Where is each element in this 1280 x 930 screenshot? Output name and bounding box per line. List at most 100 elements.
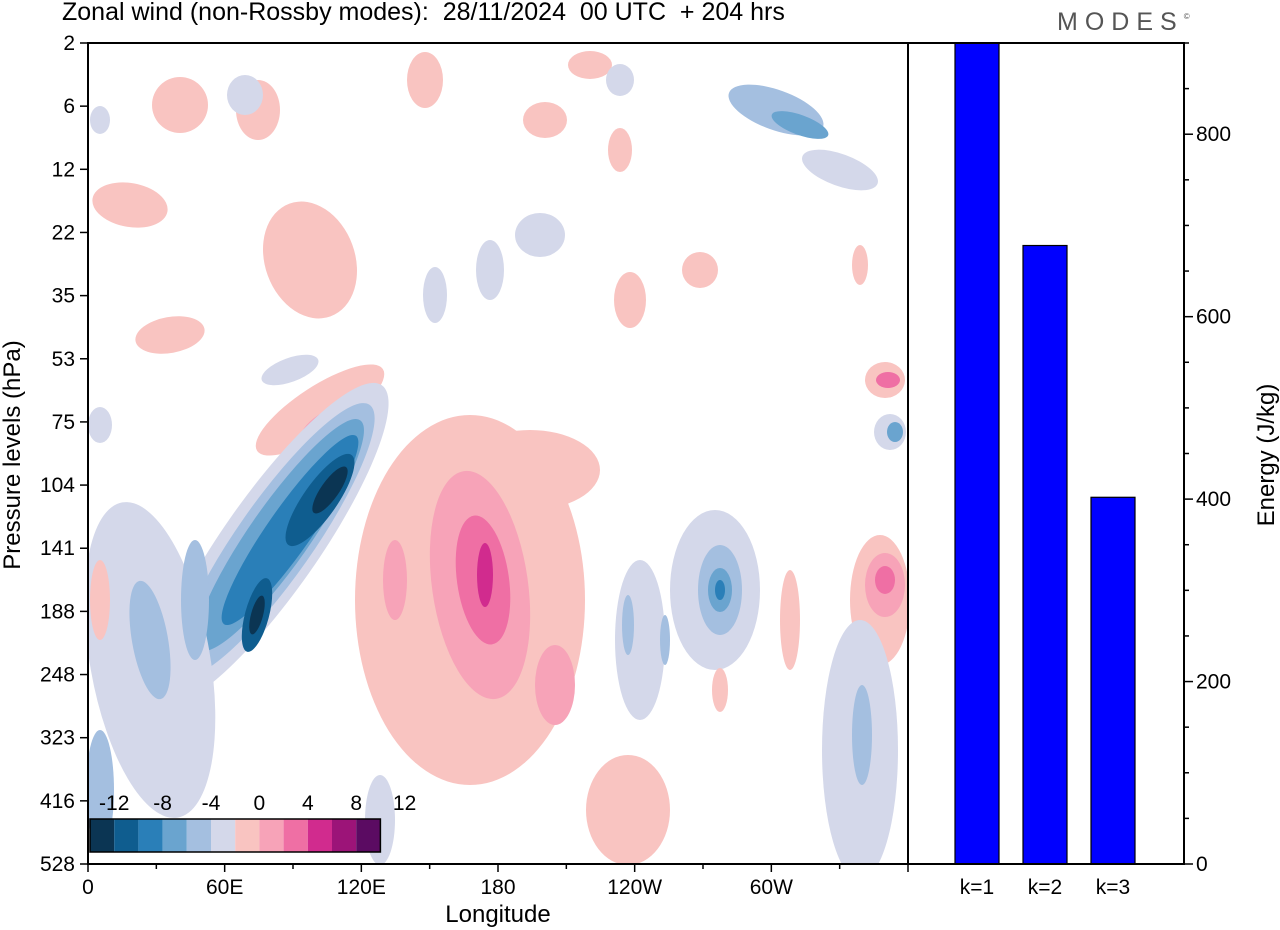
y-tick-label: 6: [63, 95, 75, 118]
colorbar-label: -8: [153, 792, 172, 815]
colorbar-swatch: [307, 819, 332, 852]
contour-patch: [181, 540, 209, 660]
energy-bars: [954, 42, 1136, 865]
contour-patch: [682, 252, 718, 288]
contour-patch: [586, 755, 670, 864]
colorbar-swatch: [283, 819, 308, 852]
contour-patch: [876, 372, 900, 388]
contour-patch: [249, 595, 265, 635]
energy-tick-label: 200: [1196, 671, 1231, 694]
colorbar-border: [89, 818, 382, 853]
contour-patch: [608, 128, 632, 172]
contour-patch: [568, 51, 612, 79]
contour-patch: [383, 540, 407, 620]
x-tick-label: 60W: [750, 876, 793, 899]
category-label: k=3: [1096, 876, 1130, 899]
colorbar-swatch: [235, 819, 260, 852]
colorbar-label: 12: [393, 792, 416, 815]
category-label: k=2: [1028, 876, 1062, 899]
contour-patch: [255, 364, 385, 456]
colorbar-label: 8: [350, 792, 362, 815]
energy-tick-label: 0: [1196, 853, 1208, 876]
contour-patch: [660, 615, 670, 665]
energy-axis-title: Energy (J/kg): [1253, 384, 1280, 527]
colorbar-swatch: [259, 819, 284, 852]
x-tick-label: 120W: [607, 876, 662, 899]
contour-patch: [715, 580, 725, 600]
contour-patch: [802, 149, 878, 191]
copyright-icon: ©: [1183, 12, 1190, 21]
x-axis-title: Longitude: [445, 901, 550, 928]
chart-title: Zonal wind (non-Rossby modes): 28/11/202…: [62, 0, 785, 26]
contour-patch: [523, 102, 567, 138]
y-tick-label: 416: [40, 790, 75, 813]
contour-patch: [712, 668, 728, 712]
y-tick-label: 53: [52, 348, 75, 371]
energy-tick-label: 600: [1196, 306, 1231, 329]
contour-patch: [535, 645, 575, 725]
contour-patch: [407, 52, 443, 108]
y-axis-title: Pressure levels (hPa): [0, 340, 26, 569]
contour-patch: [780, 570, 800, 670]
colorbar-swatch: [211, 819, 236, 852]
colorbar-swatch: [332, 819, 357, 852]
contour-patch: [129, 580, 171, 700]
contour-patch: [614, 272, 646, 328]
heatmap-panel: 0 60E 120E 180 120W 60W 2 6 12 22 35 53 75 104 141 188…: [0, 32, 909, 928]
contour-patch: [622, 595, 634, 655]
colorbar-label: 4: [302, 792, 314, 815]
contour-patch: [875, 566, 895, 594]
colorbar-swatch: [114, 819, 139, 852]
contour-patch: [312, 466, 348, 514]
wind-contours: [88, 51, 908, 864]
y-tick-label: 35: [52, 285, 75, 308]
contour-patch: [515, 213, 565, 257]
wavenumber-axis: k=1 k=2 k=3: [960, 876, 1130, 899]
colorbar-swatch: [138, 819, 163, 852]
contour-patch: [771, 111, 829, 139]
contour-patch: [90, 106, 110, 134]
y-tick-label: 188: [40, 600, 75, 623]
contour-patch: [92, 182, 168, 228]
colorbar-swatch: [186, 819, 211, 852]
y-tick-label: 141: [40, 537, 75, 560]
energy-bar: [1090, 496, 1136, 865]
colorbar-swatch: [162, 819, 187, 852]
colorbar-label: -12: [99, 792, 129, 815]
contour-patch: [135, 316, 205, 354]
modes-logo: MODES©: [1057, 8, 1190, 37]
energy-tick-label: 400: [1196, 488, 1231, 511]
heatmap-y-axis: 2 6 12 22 35 53 75 104 141 188 248 323 416 528: [40, 32, 88, 876]
colorbar-swatch: [356, 819, 381, 852]
energy-bar-panel: 0 200 400 600 800 k=1 k=2 k=3 Energy (J/kg): [954, 42, 1280, 899]
y-tick-label: 323: [40, 727, 75, 750]
contour-patch: [606, 64, 634, 96]
y-tick-label: 528: [40, 853, 75, 876]
bar-frame: [907, 42, 1185, 865]
contour-patch: [476, 240, 504, 300]
contour-patch: [88, 407, 112, 443]
contour-patch: [152, 77, 208, 133]
energy-bar: [1022, 244, 1068, 865]
contour-patch: [477, 543, 493, 607]
colorbar-swatch: [90, 819, 115, 852]
x-tick-label: 120E: [337, 876, 386, 899]
y-tick-label: 2: [63, 32, 75, 55]
heatmap-x-axis: 0 60E 120E 180 120W 60W: [82, 864, 909, 899]
contour-patch: [615, 560, 665, 720]
x-tick-label: 60E: [206, 876, 243, 899]
colorbar-label: 0: [254, 792, 266, 815]
x-tick-label: 0: [82, 876, 94, 899]
brand-text: MODES: [1057, 8, 1184, 36]
x-tick-label: 180: [480, 876, 515, 899]
colorbar-label: -4: [202, 792, 221, 815]
contour-patch: [852, 685, 872, 785]
energy-y-axis: 0 200 400 600 800: [1184, 42, 1231, 876]
y-tick-label: 104: [40, 474, 75, 497]
category-label: k=1: [960, 876, 994, 899]
y-tick-label: 12: [52, 158, 75, 181]
contour-patch: [227, 75, 263, 115]
energy-bar: [954, 42, 1000, 865]
y-tick-label: 22: [52, 221, 75, 244]
